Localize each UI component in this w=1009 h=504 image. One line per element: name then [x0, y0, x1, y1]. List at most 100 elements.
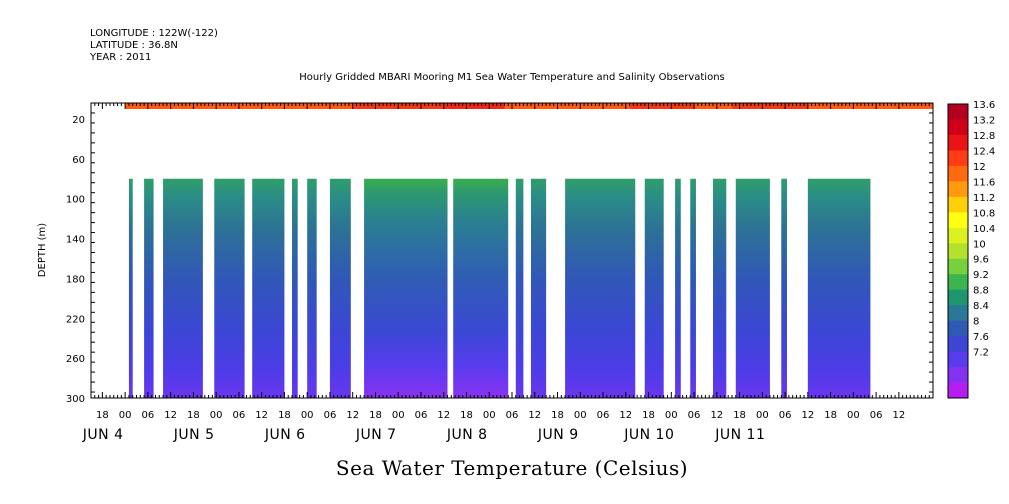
- x-tick-label: 00: [665, 410, 678, 421]
- colorbar-label: 12.8: [973, 131, 995, 142]
- x-axis-label: Sea Water Temperature (Celsius): [336, 456, 688, 480]
- x-tick-label: 00: [210, 410, 223, 421]
- temperature-data-block: [364, 178, 448, 398]
- y-tick-label: 260: [66, 354, 85, 365]
- temperature-data-block: [530, 178, 547, 398]
- x-tick-label: 12: [528, 410, 541, 421]
- x-tick-label: 12: [619, 410, 632, 421]
- x-tick-label: 00: [301, 410, 314, 421]
- colorbar-label: 9.2: [973, 270, 989, 281]
- colorbar-segment: [948, 212, 968, 229]
- temperature-data-block: [644, 178, 664, 398]
- x-day-label: JUN 8: [446, 427, 488, 443]
- x-day-label: JUN 11: [714, 427, 765, 443]
- x-tick-label: 18: [369, 410, 382, 421]
- colorbar-segment: [948, 119, 968, 136]
- surface-warm-patch: [629, 103, 695, 109]
- chart-title: Hourly Gridded MBARI Mooring M1 Sea Wate…: [299, 72, 725, 83]
- colorbar-segment: [948, 165, 968, 182]
- colorbar-label: 12.4: [973, 146, 995, 157]
- colorbar-label: 8.4: [973, 301, 989, 312]
- x-tick-label: 06: [415, 410, 428, 421]
- x-tick-label: 00: [756, 410, 769, 421]
- x-tick-label: 18: [551, 410, 564, 421]
- x-tick-label: 18: [733, 410, 746, 421]
- y-tick-label: 100: [66, 195, 85, 206]
- x-tick-label: 06: [870, 410, 883, 421]
- temperature-data-block: [675, 178, 681, 398]
- colorbar-label: 8: [973, 317, 979, 328]
- x-tick-label: 18: [187, 410, 200, 421]
- colorbar-segment: [948, 351, 968, 368]
- longitude-label: LONGITUDE : 122W(-122): [90, 28, 218, 39]
- colorbar-segment: [948, 227, 968, 244]
- colorbar-segment: [948, 336, 968, 353]
- heatmap-area: [125, 103, 933, 398]
- colorbar-segment: [948, 320, 968, 337]
- colorbar-segment: [948, 243, 968, 260]
- surface-temperature-band: [125, 103, 933, 109]
- colorbar-label: 10: [973, 239, 986, 250]
- x-tick-label: 12: [346, 410, 359, 421]
- y-tick-label: 300: [66, 394, 85, 405]
- colorbar-label: 10.8: [973, 208, 995, 219]
- temperature-data-block: [214, 178, 245, 398]
- y-axis: 20 60 100 140 180 220 260 300: [66, 102, 933, 405]
- colorbar-label: 10.4: [973, 224, 995, 235]
- colorbar-segment: [948, 134, 968, 151]
- x-day-label: JUN 5: [173, 427, 215, 443]
- x-day-label: JUN 7: [355, 427, 397, 443]
- x-tick-label: 12: [255, 410, 268, 421]
- temperature-data-block: [128, 178, 133, 398]
- x-tick-label: 18: [824, 410, 837, 421]
- colorbar-label: 9.6: [973, 255, 989, 266]
- y-tick-label: 20: [72, 115, 85, 126]
- colorbar-segment: [948, 181, 968, 198]
- colorbar-label: 11.2: [973, 193, 995, 204]
- colorbar-label: 12: [973, 162, 986, 173]
- temperature-data-block: [713, 178, 727, 398]
- x-tick-label: 06: [597, 410, 610, 421]
- x-tick-label: 18: [278, 410, 291, 421]
- colorbar-label: 11.6: [973, 177, 995, 188]
- x-tick-label: 06: [324, 410, 337, 421]
- y-tick-label: 60: [72, 155, 85, 166]
- temperature-data-block: [329, 178, 351, 398]
- temperature-data-block: [163, 178, 203, 398]
- colorbar-label: 7.6: [973, 332, 989, 343]
- x-tick-label: 06: [779, 410, 792, 421]
- x-tick-label: 06: [233, 410, 246, 421]
- temperature-data-block: [807, 178, 871, 398]
- colorbar-label: 13.2: [973, 115, 995, 126]
- colorbar-segment: [948, 289, 968, 306]
- temperature-data-block: [735, 178, 770, 398]
- x-tick-label: 18: [642, 410, 655, 421]
- y-tick-label: 220: [66, 314, 85, 325]
- x-tick-label: 18: [460, 410, 473, 421]
- temperature-data-block: [565, 178, 636, 398]
- x-day-label: JUN 9: [537, 427, 579, 443]
- x-tick-label: 12: [801, 410, 814, 421]
- colorbar-label: 13.6: [973, 100, 995, 111]
- x-axis: 18 00 06 12 18 00 06 12 18 00 06 12 18 00 06 12 18 00 06 12…: [82, 103, 934, 443]
- x-tick-label: 00: [574, 410, 587, 421]
- x-day-label: JUN 10: [623, 427, 674, 443]
- colorbar-segment: [948, 258, 968, 275]
- colorbar-border: [947, 103, 969, 399]
- temperature-data-block: [292, 178, 298, 398]
- y-axis-label: DEPTH (m): [37, 223, 48, 277]
- x-tick-label: 06: [506, 410, 519, 421]
- x-tick-label: 00: [392, 410, 405, 421]
- header-info: LONGITUDE : 122W(-122) LATITUDE : 36.8N …: [89, 28, 218, 63]
- colorbar-segment: [948, 305, 968, 322]
- colorbar-segment: [948, 150, 968, 167]
- y-tick-label: 140: [66, 235, 85, 246]
- latitude-label: LATITUDE : 36.8N: [90, 40, 178, 51]
- colorbar-label: 7.2: [973, 348, 989, 359]
- x-tick-label: 00: [483, 410, 496, 421]
- x-tick-label: 00: [119, 410, 132, 421]
- year-label: YEAR : 2011: [89, 52, 151, 63]
- colorbar-segment: [948, 382, 968, 399]
- x-tick-label: 12: [437, 410, 450, 421]
